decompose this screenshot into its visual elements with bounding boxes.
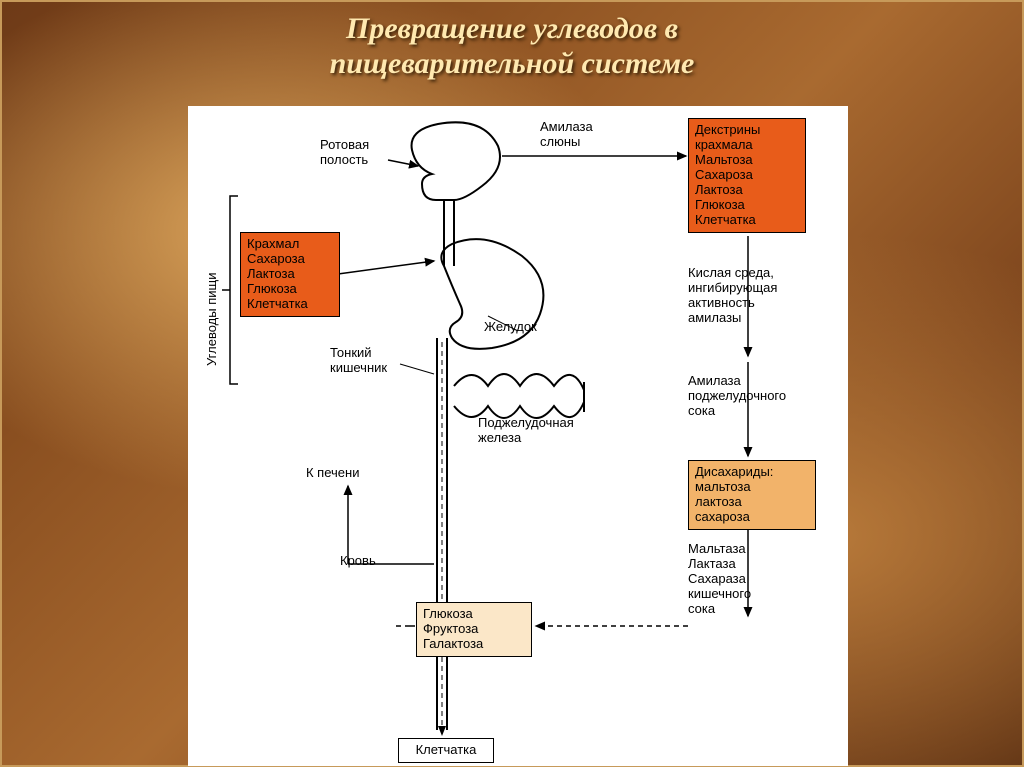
dextrins-item: Мальтоза [695, 153, 799, 168]
slide-title: Превращение углеводов в пищеварительной … [2, 12, 1022, 81]
disacch-item: лактоза [695, 495, 809, 510]
disaccharides-box: Дисахариды: мальтоза лактоза сахароза [688, 460, 816, 530]
mono-item: Фруктоза [423, 622, 525, 637]
title-line-1: Превращение углеводов в [2, 12, 1022, 47]
food-item: Глюкоза [247, 282, 333, 297]
food-item: Крахмал [247, 237, 333, 252]
pancreas-label: Поджелудочнаяжелеза [478, 416, 574, 446]
mono-item: Галактоза [423, 637, 525, 652]
amylase-saliva-label: Амилазаслюны [540, 120, 593, 150]
slide-background: Превращение углеводов в пищеварительной … [0, 0, 1024, 767]
disacch-head: Дисахариды: [695, 465, 809, 480]
mono-item: Глюкоза [423, 607, 525, 622]
enzymes-label: МальтазаЛактазаСахаразакишечногосока [688, 542, 751, 617]
diagram-canvas: Углеводы пищи Ротоваяполость Амилазаслюн… [188, 106, 848, 766]
title-line-2: пищеварительной системе [2, 47, 1022, 82]
acidic-label: Кислая среда,ингибирующаяактивностьамила… [688, 266, 777, 326]
small-intestine-label: Тонкийкишечник [330, 346, 387, 376]
fiber-box: Клетчатка [398, 738, 494, 763]
stomach-label: Желудок [484, 320, 537, 335]
to-liver-label: К печени [306, 466, 359, 481]
food-item: Сахароза [247, 252, 333, 267]
dextrins-item: Сахароза [695, 168, 799, 183]
food-item: Клетчатка [247, 297, 333, 312]
monosaccharides-box: Глюкоза Фруктоза Галактоза [416, 602, 532, 657]
dextrins-item: Лактоза [695, 183, 799, 198]
disacch-item: сахароза [695, 510, 809, 525]
carbs-of-food-label: Углеводы пищи [204, 196, 219, 366]
food-carbs-box: Крахмал Сахароза Лактоза Глюкоза Клетчат… [240, 232, 340, 317]
oral-cavity-label: Ротоваяполость [320, 138, 369, 168]
dextrins-box: Декстрины крахмала Мальтоза Сахароза Лак… [688, 118, 806, 233]
dextrins-item: Глюкоза [695, 198, 799, 213]
disacch-item: мальтоза [695, 480, 809, 495]
dextrins-item: Декстрины [695, 123, 799, 138]
food-item: Лактоза [247, 267, 333, 282]
dextrins-item: Клетчатка [695, 213, 799, 228]
panc-amylase-label: Амилазаподжелудочногосока [688, 374, 786, 419]
dextrins-item: крахмала [695, 138, 799, 153]
blood-label: Кровь [340, 554, 376, 569]
